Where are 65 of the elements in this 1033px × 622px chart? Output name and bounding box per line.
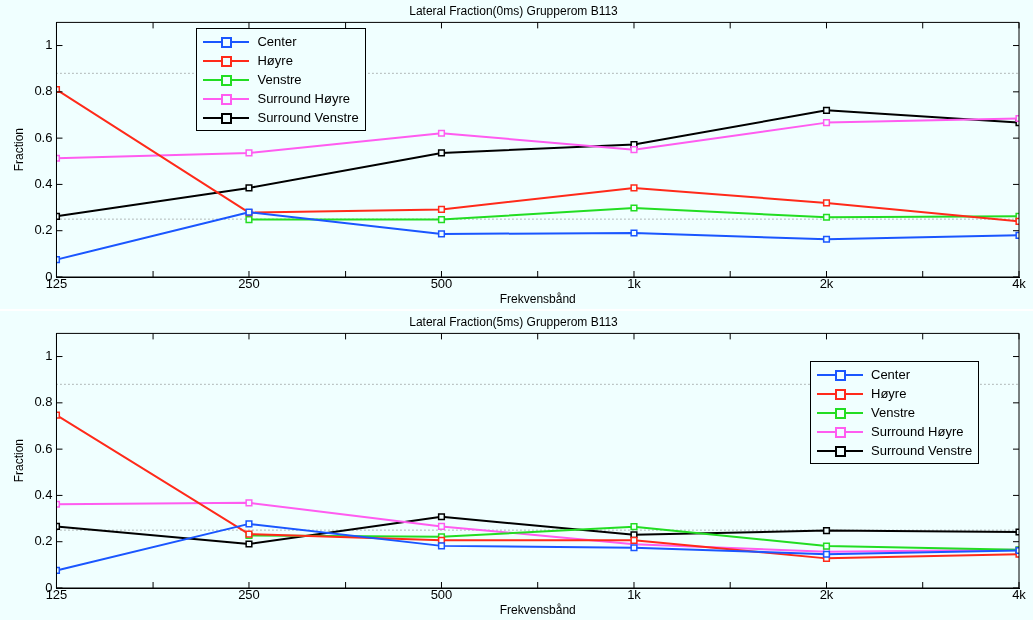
- point: [437, 230, 446, 238]
- x-tick-label: 4k: [1012, 587, 1027, 603]
- point: [245, 149, 253, 157]
- x-tick-label: 4k: [1012, 276, 1027, 292]
- legend-label: Center: [257, 34, 297, 50]
- legend-label: Surround Høyre: [257, 91, 350, 107]
- legend-label: Venstre: [257, 72, 302, 88]
- x-tick-label: 2k: [819, 587, 834, 603]
- point: [822, 119, 831, 127]
- point: [630, 531, 638, 539]
- y-tick-label: 1: [45, 37, 53, 53]
- legend-label: Surround Høyre: [871, 424, 964, 440]
- legend-label: Høyre: [257, 53, 293, 69]
- y-tick-label: 0.8: [34, 83, 53, 99]
- point: [630, 536, 638, 544]
- point: [437, 205, 446, 213]
- y-tick-label: 1: [45, 348, 53, 364]
- legend-label: Surround Venstre: [871, 443, 973, 459]
- x-tick-label: 250: [238, 587, 260, 603]
- point: [630, 184, 638, 192]
- point: [245, 540, 253, 548]
- point: [245, 499, 253, 507]
- legend-label: Høyre: [871, 386, 907, 402]
- point: [822, 213, 831, 221]
- point: [822, 235, 831, 243]
- y-axis-title: Fraction: [11, 128, 26, 172]
- x-axis-title: Frekvensbånd: [499, 603, 576, 618]
- x-axis-title: Frekvensbånd: [499, 292, 576, 307]
- point: [245, 184, 253, 192]
- y-tick-label: 0.4: [34, 487, 53, 502]
- point: [437, 522, 446, 531]
- point: [630, 146, 638, 154]
- point: [630, 544, 638, 552]
- point: [245, 216, 253, 224]
- chart-title: Lateral Fraction(0ms) Grupperom B113: [409, 3, 619, 18]
- point: [822, 542, 831, 550]
- x-tick-label: 1k: [627, 587, 642, 603]
- y-tick-label: 0.2: [34, 533, 53, 549]
- x-tick-label: 500: [430, 587, 453, 603]
- point: [822, 106, 831, 114]
- point: [437, 129, 446, 137]
- point: [822, 527, 831, 535]
- point: [630, 523, 638, 531]
- legend-label: Center: [871, 367, 911, 383]
- point: [437, 542, 446, 550]
- point: [437, 149, 446, 157]
- y-axis-title: Fraction: [11, 439, 26, 483]
- y-tick-label: 0.2: [34, 222, 53, 238]
- chart-title: Lateral Fraction(5ms) Grupperom B113: [409, 314, 619, 329]
- point: [630, 204, 638, 212]
- y-tick-label: 0.4: [34, 176, 53, 191]
- x-tick-label: 250: [238, 276, 260, 292]
- x-tick-label: 2k: [819, 276, 834, 292]
- legend-label: Venstre: [871, 405, 916, 421]
- y-tick-label: 0.6: [34, 129, 53, 145]
- point: [437, 513, 446, 521]
- point: [245, 520, 253, 528]
- y-tick-label: 0.8: [34, 394, 53, 410]
- x-tick-label: 500: [430, 276, 453, 292]
- point: [437, 216, 446, 224]
- point: [630, 229, 638, 237]
- point: [822, 199, 831, 207]
- x-tick-label: 1k: [627, 276, 642, 292]
- y-tick-label: 0.6: [34, 440, 53, 456]
- legend-label: Surround Venstre: [257, 110, 359, 126]
